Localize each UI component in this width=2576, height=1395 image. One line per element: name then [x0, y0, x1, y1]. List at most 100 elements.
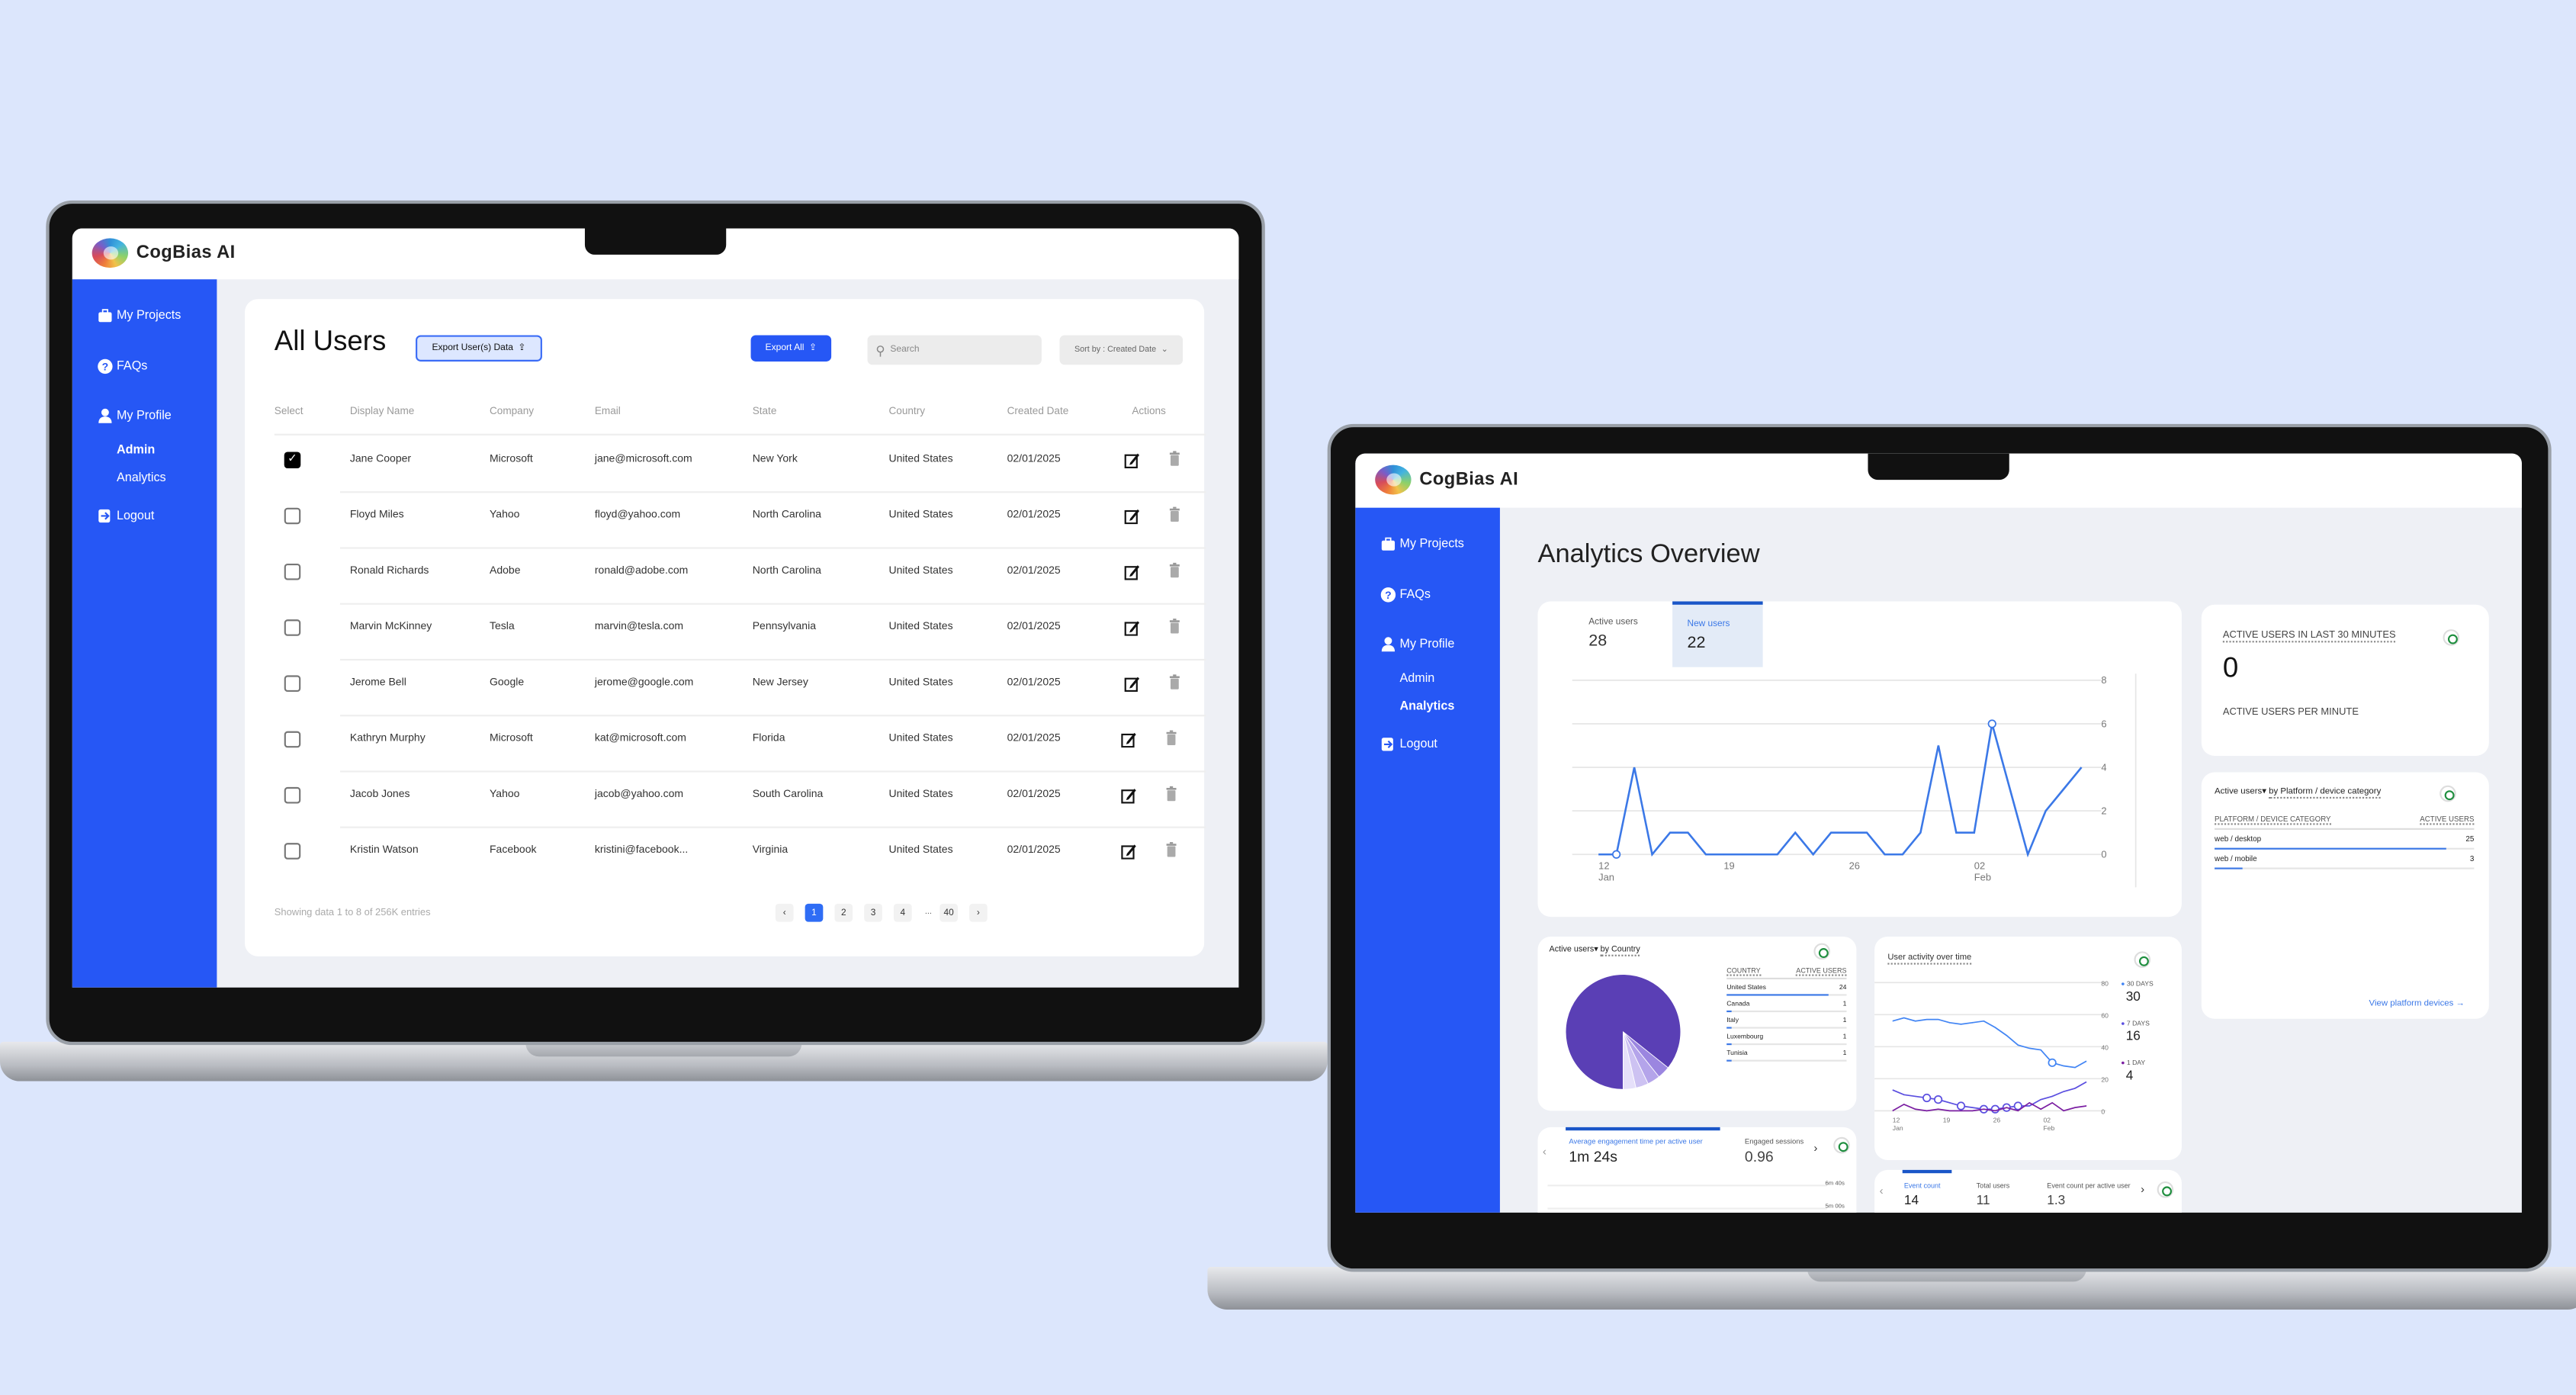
y-tick-label: 2: [2101, 805, 2106, 816]
series-line: [1893, 1082, 2086, 1110]
sidebar-item-logout[interactable]: Logout: [1380, 734, 1511, 754]
export-all-button[interactable]: Export All⇪: [751, 335, 832, 361]
table-row: Kristin WatsonFacebookkristini@facebook.…: [245, 843, 1204, 876]
cell-company: Microsoft: [490, 733, 533, 744]
trash-icon[interactable]: [1163, 786, 1180, 802]
status-check-icon: [2443, 629, 2460, 646]
sidebar-item-faqs[interactable]: ?FAQs: [1380, 585, 1511, 605]
sidebar: [72, 279, 217, 988]
sidebar-item-logout[interactable]: Logout: [97, 506, 228, 526]
row-checkbox[interactable]: [284, 508, 301, 525]
pagination-page-40-button[interactable]: 40: [940, 904, 958, 922]
edit-icon[interactable]: [1124, 564, 1141, 580]
edit-icon[interactable]: [1124, 675, 1141, 692]
page-title: Analytics Overview: [1537, 541, 1759, 571]
row-checkbox[interactable]: ✓: [284, 452, 301, 468]
cell-date: 02/01/2025: [1007, 844, 1061, 856]
cell-state: New York: [753, 454, 798, 465]
trash-icon[interactable]: [1167, 673, 1184, 690]
edit-icon[interactable]: [1124, 508, 1141, 525]
cell-state: Pennsylvania: [753, 621, 816, 632]
prev-metric-button[interactable]: ‹: [1543, 1147, 1547, 1159]
y-tick-label: 4: [2101, 761, 2106, 773]
logout-icon: [97, 508, 114, 525]
y-tick-label: 40: [2101, 1044, 2109, 1052]
cell-name: Jane Cooper: [350, 454, 411, 465]
cell-state: New Jersey: [753, 677, 808, 689]
users-card: All Users Export User(s) Data⇪ Export Al…: [245, 299, 1204, 956]
analytics-screen: CogBias AI My Projects ?FAQs My Profile Adm…: [1355, 454, 2522, 1213]
edit-icon[interactable]: [1124, 619, 1141, 636]
cell-company: Microsoft: [490, 454, 533, 465]
edit-icon[interactable]: [1120, 787, 1137, 804]
sidebar-item-admin[interactable]: Admin: [97, 440, 228, 460]
cell-email: kristini@facebook...: [595, 844, 688, 856]
x-tick-label: 02: [2044, 1116, 2051, 1123]
prev-metric-button[interactable]: ‹: [1880, 1186, 1884, 1197]
row-checkbox[interactable]: [284, 675, 301, 692]
x-tick-sublabel: Feb: [2044, 1124, 2055, 1132]
row-checkbox[interactable]: [284, 787, 301, 804]
country-bar: [1726, 1026, 1731, 1028]
trash-icon[interactable]: [1167, 562, 1184, 579]
cell-date: 02/01/2025: [1007, 509, 1061, 521]
row-checkbox[interactable]: [284, 843, 301, 860]
country-label: Tunisia: [1726, 1048, 1747, 1056]
sidebar-item-my-profile[interactable]: My Profile: [97, 406, 228, 426]
search-input[interactable]: ⚲Search: [867, 335, 1041, 365]
next-metric-button[interactable]: ›: [2141, 1184, 2144, 1196]
data-point: [1989, 720, 1996, 727]
brand-name: CogBias AI: [1419, 470, 1518, 490]
country-pie-chart: [1564, 972, 1682, 1091]
cell-country: United States: [888, 844, 952, 856]
user-icon: [1380, 636, 1397, 653]
pagination-page-1-button[interactable]: 1: [805, 904, 824, 922]
cell-country: United States: [888, 565, 952, 577]
cell-email: jacob@yahoo.com: [595, 789, 683, 800]
users-screen: CogBias AI My Projects?FAQsMy ProfileAdm…: [72, 228, 1239, 987]
status-check-icon: [1833, 1137, 1850, 1154]
status-check-icon[interactable]: [2439, 786, 2456, 802]
realtime-card: ACTIVE USERS IN LAST 30 MINUTES 0 ACTIVE…: [2202, 605, 2489, 756]
trash-icon[interactable]: [1163, 841, 1180, 858]
sidebar: [1355, 508, 1500, 1213]
country-label: Luxembourg: [1726, 1032, 1763, 1040]
view-platform-devices-link[interactable]: View platform devices →: [2369, 999, 2465, 1009]
row-divider: [340, 491, 1206, 493]
pagination-page-3-button[interactable]: 3: [864, 904, 882, 922]
row-divider: [340, 603, 1206, 605]
sidebar-item-my-projects[interactable]: My Projects: [97, 306, 228, 326]
sidebar-item-faqs[interactable]: ?FAQs: [97, 356, 228, 376]
next-metric-button[interactable]: ›: [1813, 1143, 1817, 1155]
sidebar-item-my-profile[interactable]: My Profile: [1380, 635, 1511, 654]
legend-label: ● 30 DAYS: [2121, 979, 2153, 988]
pagination-next-button[interactable]: ›: [969, 904, 988, 922]
trash-icon[interactable]: [1163, 730, 1180, 747]
sort-dropdown[interactable]: Sort by : Created Date⌄: [1060, 335, 1184, 365]
briefcase-icon: [97, 307, 114, 324]
cell-state: North Carolina: [753, 509, 821, 521]
cell-email: marvin@tesla.com: [595, 621, 683, 632]
trash-icon[interactable]: [1167, 506, 1184, 523]
status-check-icon[interactable]: [1813, 943, 1830, 960]
row-checkbox[interactable]: [284, 619, 301, 636]
trash-icon[interactable]: [1167, 618, 1184, 635]
sidebar-item-analytics[interactable]: Analytics: [97, 468, 228, 488]
edit-icon[interactable]: [1120, 731, 1137, 748]
row-checkbox[interactable]: [284, 564, 301, 580]
column-header: State: [753, 406, 777, 417]
x-tick-label: 26: [1849, 860, 1860, 872]
pagination-page-2-button[interactable]: 2: [834, 904, 853, 922]
edit-icon[interactable]: [1124, 452, 1141, 468]
row-checkbox[interactable]: [284, 731, 301, 748]
sidebar-item-analytics[interactable]: Analytics: [1380, 696, 1511, 716]
sidebar-item-my-projects[interactable]: My Projects: [1380, 534, 1511, 554]
export-selected-button[interactable]: Export User(s) Data⇪: [416, 335, 542, 361]
pagination-page-4-button[interactable]: 4: [894, 904, 912, 922]
sidebar-item-admin[interactable]: Admin: [1380, 669, 1511, 689]
country-value: 1: [1843, 1048, 1847, 1056]
trash-icon[interactable]: [1167, 450, 1184, 467]
pagination-prev-button[interactable]: ‹: [776, 904, 794, 922]
cell-name: Marvin McKinney: [350, 621, 432, 632]
edit-icon[interactable]: [1120, 843, 1137, 860]
